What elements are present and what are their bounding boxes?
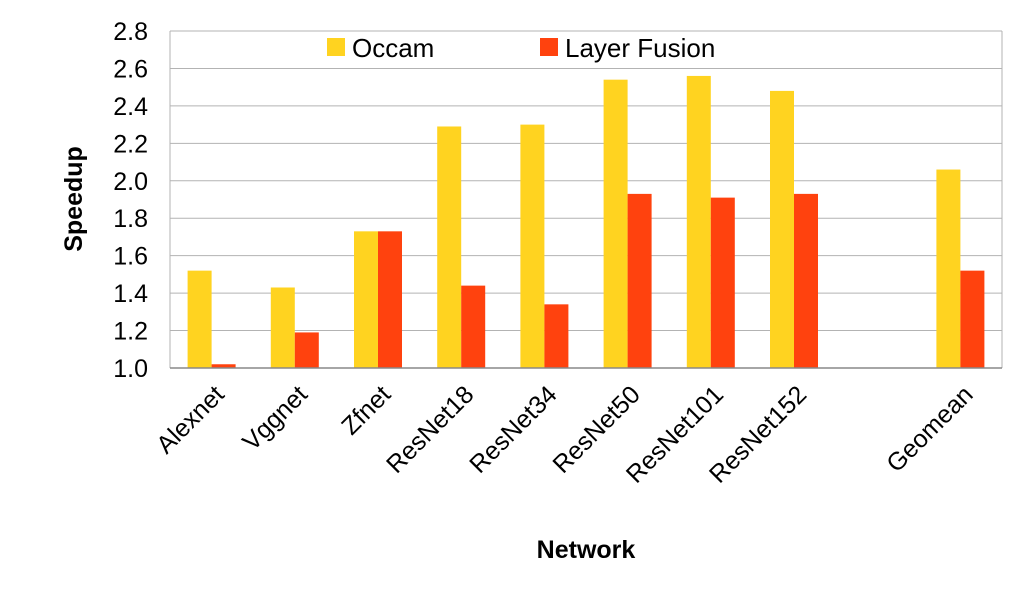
x-tick-label: ResNet34 [464, 380, 562, 478]
bar-occam [187, 270, 212, 368]
bar-layer-fusion [960, 270, 985, 368]
bar-layer-fusion [794, 193, 818, 368]
bar-occam [936, 169, 961, 368]
legend-label: Occam [352, 33, 434, 63]
y-tick-label: 2.2 [113, 130, 148, 158]
legend-label: Layer Fusion [565, 33, 715, 63]
x-tick-label: Vggnet [237, 380, 313, 456]
bar-occam [686, 75, 711, 368]
y-tick-label: 2.0 [113, 168, 148, 196]
legend-swatch [327, 38, 345, 56]
bar-occam [354, 231, 378, 368]
y-tick-label: 1.2 [113, 318, 148, 346]
bar-layer-fusion [211, 364, 236, 368]
y-tick-label: 1.6 [113, 243, 148, 271]
x-axis-title: Network [537, 536, 636, 564]
x-tick-label: ResNet18 [381, 380, 479, 478]
bar-occam [770, 90, 794, 369]
bar-occam [270, 287, 295, 368]
bar-occam [520, 124, 545, 368]
y-tick-label: 1.0 [113, 355, 148, 383]
bar-layer-fusion [627, 193, 652, 368]
y-tick-label: 2.8 [113, 18, 148, 46]
bar-layer-fusion [544, 304, 569, 368]
y-tick-label: 1.4 [113, 280, 148, 308]
bar-layer-fusion [294, 332, 319, 368]
x-tick-label: Geomean [881, 380, 978, 477]
bar-layer-fusion [378, 231, 402, 368]
legend: Occam Layer Fusion [327, 33, 715, 63]
x-tick-label: Zfnet [336, 380, 396, 440]
grid-lines [170, 30, 1003, 369]
x-tick-label: Alexnet [151, 380, 230, 459]
y-tick-label: 2.4 [113, 93, 148, 121]
bar-layer-fusion [710, 197, 735, 368]
axes: 1.0 1.2 1.4 1.6 1.8 2.0 2.2 2.4 2.6 2.8 Alexnet Vgg… [113, 18, 1002, 489]
bars [187, 75, 985, 369]
y-tick-label: 1.8 [113, 205, 148, 233]
bar-occam [437, 126, 462, 368]
bar-occam [603, 79, 628, 368]
legend-swatch [540, 38, 558, 56]
bar-layer-fusion [461, 285, 486, 368]
y-axis-title: Speedup [60, 146, 88, 252]
y-tick-label: 2.6 [113, 55, 148, 83]
